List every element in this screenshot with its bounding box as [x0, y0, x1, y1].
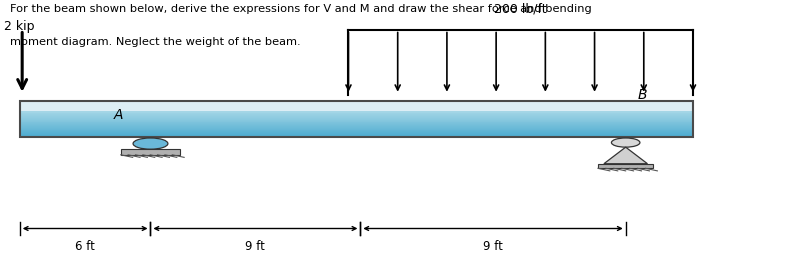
Bar	[20, 128, 693, 129]
Bar	[20, 102, 693, 137]
Bar	[20, 136, 693, 137]
Circle shape	[133, 138, 168, 150]
Bar	[20, 102, 693, 112]
Bar	[20, 122, 693, 123]
Bar	[20, 131, 693, 132]
Text: A: A	[113, 108, 123, 122]
Bar	[20, 129, 693, 130]
Bar	[20, 111, 693, 112]
Bar	[121, 150, 180, 155]
Bar	[20, 107, 693, 108]
Bar	[20, 102, 693, 103]
Bar	[20, 110, 693, 111]
Bar	[20, 108, 693, 109]
Bar	[20, 126, 693, 128]
Bar	[20, 125, 693, 126]
Text: 9 ft: 9 ft	[483, 239, 503, 252]
Text: B: B	[638, 88, 647, 102]
Bar	[20, 134, 693, 135]
Bar	[20, 105, 693, 106]
Bar	[20, 113, 693, 114]
Bar	[20, 104, 693, 105]
Text: 6 ft: 6 ft	[75, 239, 95, 252]
Bar	[20, 135, 693, 136]
Bar	[20, 103, 693, 104]
Bar	[20, 118, 693, 119]
Bar	[20, 115, 693, 116]
Bar	[20, 109, 693, 110]
Text: 9 ft: 9 ft	[246, 239, 265, 252]
Bar	[20, 114, 693, 115]
Bar	[20, 133, 693, 134]
Circle shape	[611, 138, 640, 148]
Bar	[20, 117, 693, 118]
Bar	[20, 116, 693, 117]
Bar	[20, 119, 693, 120]
Bar	[20, 130, 693, 131]
Polygon shape	[604, 148, 648, 164]
Bar	[20, 132, 693, 133]
Text: 2 kip: 2 kip	[4, 20, 35, 33]
Text: moment diagram. Neglect the weight of the beam.: moment diagram. Neglect the weight of th…	[10, 37, 300, 47]
Bar	[598, 164, 653, 169]
Text: 200 lb/ft: 200 lb/ft	[494, 2, 547, 15]
Bar	[20, 123, 693, 124]
Bar	[20, 120, 693, 121]
Bar	[20, 106, 693, 107]
Text: For the beam shown below, derive the expressions for V and M and draw the shear : For the beam shown below, derive the exp…	[10, 4, 592, 14]
Bar	[20, 124, 693, 125]
Bar	[20, 112, 693, 113]
Bar	[20, 121, 693, 122]
